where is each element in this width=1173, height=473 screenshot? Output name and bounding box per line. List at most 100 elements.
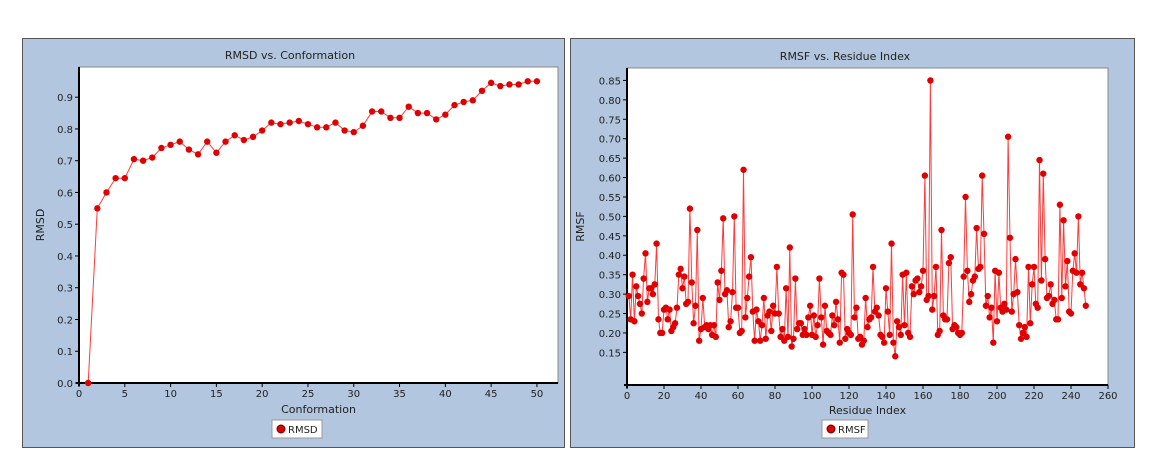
rmsf-data-point <box>893 318 901 325</box>
rmsf-data-point <box>1060 217 1067 224</box>
rmsf-data-point <box>868 314 875 321</box>
rmsf-data-point <box>982 302 990 309</box>
rmsf-data-point <box>681 273 688 280</box>
rmsf-data-point <box>945 259 953 267</box>
rmsf-data-point <box>725 323 732 331</box>
rmsf-legend-box <box>821 419 869 439</box>
rmsf-data-point <box>879 333 886 341</box>
rmsf-data-point <box>1023 333 1030 341</box>
rmsf-data-point <box>953 323 960 331</box>
rmsf-data-point <box>742 314 749 321</box>
rmsd-data-point <box>515 81 522 88</box>
rmsf-x-tick-label: 180 <box>950 391 969 402</box>
rmsf-data-point <box>821 302 829 309</box>
rmsf-data-point <box>738 327 745 335</box>
rmsd-data-point <box>268 119 275 126</box>
rmsf-data-point <box>927 77 934 84</box>
rmsf-data-point <box>779 325 786 333</box>
rmsf-data-point <box>634 292 642 300</box>
rmsf-data-point <box>917 283 925 290</box>
rmsf-data-point <box>803 331 810 339</box>
rmsf-data-point <box>631 318 638 325</box>
rmsf-data-point <box>677 265 684 273</box>
rmsf-data-point <box>1003 306 1010 313</box>
rmsf-data-point <box>990 339 997 346</box>
rmsf-data-point <box>943 316 951 323</box>
rmsf-data-point <box>718 267 725 274</box>
rmsf-x-tick-label: 240 <box>1061 391 1080 402</box>
rmsf-data-point <box>766 308 773 315</box>
rmsf-data-point <box>723 287 731 294</box>
rmsf-data-point <box>932 263 940 271</box>
rmsf-data-point <box>819 341 827 348</box>
rmsd-data-point <box>396 114 403 122</box>
rmsd-x-tick-label: 50 <box>531 389 544 400</box>
rmsf-data-point <box>884 308 892 315</box>
rmsf-data-point <box>797 320 805 327</box>
rmsf-data-point <box>762 335 769 342</box>
rmsf-data-point <box>962 193 969 201</box>
rmsf-data-point <box>675 271 682 278</box>
rmsf-legend-label: RMSF <box>838 425 866 436</box>
rmsf-y-tick-label: 0.75 <box>599 115 621 126</box>
rmsd-data-point <box>130 155 138 163</box>
rmsf-data-point <box>1075 213 1082 220</box>
rmsf-x-tick-label: 60 <box>732 391 745 402</box>
rmsf-data-point <box>842 335 849 342</box>
rmsd-x-tick-label: 35 <box>393 389 406 400</box>
rmsf-y-tick-label: 0.55 <box>599 193 621 204</box>
rmsf-data-point <box>673 304 681 311</box>
rmsd-data-point <box>222 138 229 145</box>
rmsd-data-point <box>176 138 183 145</box>
rmsf-x-tick-label: 160 <box>913 391 932 402</box>
rmsf-x-tick-label: 40 <box>695 391 708 402</box>
rmsf-data-point <box>1040 170 1047 177</box>
rmsf-x-tick-label: 80 <box>769 391 782 402</box>
rmsf-data-point <box>1067 310 1075 317</box>
rmsf-data-point <box>1028 281 1036 288</box>
rmsf-data-point <box>977 263 984 271</box>
rmsf-x-tick-label: 200 <box>987 391 1006 402</box>
rmsf-data-point <box>1014 288 1021 296</box>
rmsd-x-tick-label: 25 <box>302 389 315 400</box>
rmsd-data-point <box>487 79 495 87</box>
rmsf-data-point <box>908 283 916 290</box>
rmsf-data-point <box>768 327 775 335</box>
rmsd-x-tick-label: 15 <box>210 389 223 400</box>
rmsd-y-tick-label: 0.4 <box>57 252 73 263</box>
rmsd-data-point <box>359 122 367 129</box>
rmsf-legend-marker-icon <box>826 424 836 434</box>
rmsf-data-point <box>1082 302 1090 309</box>
rmsf-data-point <box>692 302 699 309</box>
rmsf-data-point <box>757 337 764 344</box>
rmsd-data-point <box>121 174 128 182</box>
rmsf-data-point <box>753 306 760 313</box>
rmsf-data-point <box>827 331 834 339</box>
rmsf-data-point <box>984 292 991 300</box>
rmsf-data-point <box>1025 263 1032 271</box>
rmsd-data-point <box>258 127 266 134</box>
rmsd-x-axis-label: Conformation <box>281 403 356 416</box>
rmsd-data-point <box>286 119 293 126</box>
rmsd-data-point <box>204 138 211 145</box>
rmsf-data-point <box>1017 335 1025 342</box>
rmsf-y-tick-label: 0.60 <box>599 174 621 185</box>
rmsd-y-axis-label: RMSD <box>34 209 47 242</box>
rmsf-data-point <box>658 329 666 337</box>
rmsf-data-point <box>832 298 840 306</box>
rmsd-data-point <box>350 128 357 136</box>
rmsd-legend: RMSD <box>271 419 323 439</box>
rmsd-data-point <box>158 144 165 152</box>
rmsf-x-tick-label: 260 <box>1098 391 1117 402</box>
rmsf-data-point <box>960 273 967 280</box>
rmsf-data-point <box>684 298 692 306</box>
rmsd-y-tick-label: 0.1 <box>57 347 73 358</box>
rmsf-legend: RMSF <box>821 419 869 439</box>
rmsd-data-point <box>414 109 422 117</box>
rmsf-data-point <box>925 292 932 300</box>
rmsf-data-point <box>919 267 927 274</box>
rmsf-data-point <box>751 337 758 344</box>
rmsf-data-point <box>758 321 766 329</box>
rmsf-y-tick-label: 0.70 <box>599 135 621 146</box>
rmsf-data-point <box>773 263 781 271</box>
